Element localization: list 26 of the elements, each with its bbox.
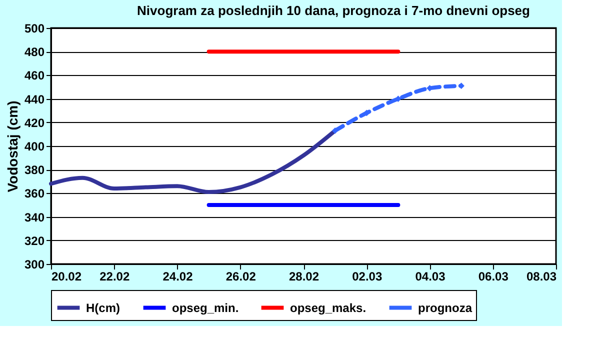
legend-label: H(cm)	[86, 300, 120, 315]
x-tick-label: 28.02	[288, 270, 320, 284]
x-tick-label: 02.03	[352, 270, 382, 284]
y-tick-label: 320	[24, 234, 45, 248]
y-axis-title: Vodostaj (cm)	[4, 100, 20, 192]
y-tick-label: 380	[24, 163, 45, 178]
chart-title: Nivogram za poslednjih 10 dana, prognoza i 7-mo dnevni opseg	[137, 3, 530, 18]
legend-label: prognoza	[418, 300, 472, 315]
y-tick-label: 300	[24, 258, 45, 272]
y-tick-label: 480	[24, 45, 45, 60]
y-tick-label: 500	[24, 22, 45, 36]
y-tick-label: 400	[24, 140, 45, 154]
y-tick-label: 460	[24, 68, 45, 83]
y-tick-label: 340	[24, 210, 45, 224]
y-tick-label: 420	[24, 116, 45, 130]
y-tick-label: 440	[24, 92, 45, 106]
legend-label: opseg_maks.	[290, 300, 366, 315]
x-tick-label: 08.03	[526, 270, 557, 284]
y-tick-label: 360	[24, 186, 45, 201]
x-tick-label: 22.02	[100, 270, 130, 284]
x-tick-label: 26.02	[226, 270, 256, 284]
legend-label: opseg_min.	[172, 300, 239, 315]
x-tick-label: 06.03	[478, 270, 509, 284]
x-tick-label: 04.03	[415, 270, 446, 284]
x-tick-label: 24.02	[162, 270, 194, 284]
x-tick-label: 20.02	[52, 270, 82, 284]
